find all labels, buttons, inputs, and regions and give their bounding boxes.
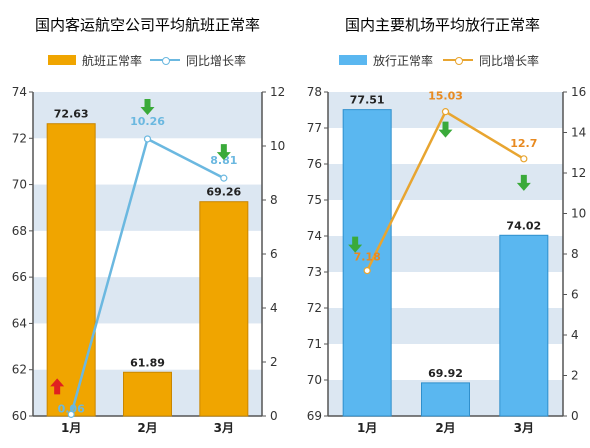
chart-title: 国内客运航空公司平均航班正常率 [34, 16, 260, 34]
left-tick-label: 71 [307, 337, 322, 351]
x-tick-label: 1月 [357, 421, 377, 435]
bar-value-label: 69.92 [428, 367, 463, 380]
line-value-label: 7.18 [354, 251, 381, 264]
legend-bar-label: 放行正常率 [373, 54, 434, 68]
line-point [441, 108, 450, 116]
left-tick-label: 77 [307, 121, 322, 135]
x-tick-label: 2月 [435, 421, 455, 435]
left-tick-label: 75 [307, 193, 322, 207]
line-value-label: 8.81 [210, 154, 237, 167]
line-point [520, 155, 528, 163]
legend-bar-swatch [48, 55, 76, 65]
legend-bar-label: 航班正常率 [82, 54, 143, 68]
left-tick-label: 72 [307, 301, 322, 315]
legend-line-label: 同比增长率 [186, 54, 247, 68]
x-tick-label: 3月 [514, 421, 534, 435]
right-tick-label: 4 [270, 301, 278, 315]
right-tick-label: 12 [571, 166, 586, 180]
bar [342, 109, 392, 417]
bar [123, 371, 172, 417]
right-tick-label: 0 [270, 409, 278, 423]
bar [199, 201, 249, 417]
legend-bar-swatch [339, 55, 367, 65]
trend-up-arrow-icon [50, 378, 65, 395]
left-tick-label: 66 [12, 270, 27, 284]
right-tick-label: 8 [270, 193, 278, 207]
left-tick-label: 76 [307, 157, 322, 171]
right-tick-label: 10 [571, 207, 586, 221]
left-tick-label: 68 [12, 224, 27, 238]
bar-value-label: 61.89 [130, 356, 165, 369]
chart-plot: 69 70 71 72 73 74 75 76 77 78 0 2 4 6 8 10 12 14 16 77.51 69… [307, 85, 587, 435]
line-point [363, 267, 371, 275]
x-tick-label: 3月 [214, 421, 234, 435]
chart-title: 国内主要机场平均放行正常率 [344, 16, 540, 34]
left-tick-label: 69 [307, 409, 322, 423]
trend-down-arrow-icon [140, 98, 155, 115]
bar [46, 123, 96, 417]
right-tick-label: 14 [571, 126, 586, 140]
chart-legend: 放行正常率 同比增长率 [295, 50, 590, 70]
left-tick-label: 72 [12, 131, 27, 145]
left-tick-label: 62 [12, 363, 27, 377]
right-tick-label: 4 [571, 328, 579, 342]
bar [499, 234, 549, 417]
right-tick-label: 16 [571, 85, 586, 99]
trend-down-arrow-icon [438, 121, 453, 138]
bar-value-label: 72.63 [54, 108, 89, 121]
chart-legend: 航班正常率 同比增长率 [0, 50, 295, 70]
left-tick-label: 73 [307, 265, 322, 279]
right-tick-label: 2 [270, 355, 278, 369]
trend-down-arrow-icon [516, 174, 531, 191]
line-value-label: 0.06 [58, 402, 85, 415]
right-tick-label: 6 [270, 247, 278, 261]
x-tick-label: 1月 [61, 421, 81, 435]
right-tick-label: 0 [571, 409, 579, 423]
right-tick-label: 2 [571, 369, 579, 383]
left-tick-label: 78 [307, 85, 322, 99]
right-tick-label: 6 [571, 288, 579, 302]
x-tick-label: 2月 [137, 421, 157, 435]
trend-down-arrow-icon [348, 236, 363, 253]
line-point [67, 410, 75, 418]
left-tick-label: 70 [307, 373, 322, 387]
right-tick-label: 10 [270, 139, 285, 153]
legend-line-marker [162, 57, 170, 65]
line-point [220, 174, 228, 182]
line-value-label: 12.7 [510, 137, 537, 150]
chart-plot: 606264666870727402468101272.6361.8969.26… [12, 85, 286, 435]
left-tick-label: 70 [12, 178, 27, 192]
left-tick-label: 74 [307, 229, 322, 243]
left-tick-label: 74 [12, 85, 27, 99]
left-tick-label: 64 [12, 316, 27, 330]
trend-down-arrow-icon [216, 144, 231, 161]
bar-value-label: 69.26 [206, 186, 241, 199]
line-value-label: 15.03 [428, 90, 463, 103]
flight-punctuality-chart: 国内客运航空公司平均航班正常率 航班正常率 同比增长率 60 62 64 66 68 70… [0, 16, 295, 435]
bar-value-label: 74.02 [506, 219, 541, 232]
line-point [143, 135, 152, 143]
airport-release-chart: 国内主要机场平均放行正常率 放行正常率 同比增长率 69 70 71 72 73 74 75… [295, 0, 590, 448]
bar-value-label: 77.51 [350, 94, 385, 107]
left-tick-label: 60 [12, 409, 27, 423]
legend-line-label: 同比增长率 [479, 54, 540, 68]
bar [421, 382, 470, 417]
legend-line-marker [455, 57, 463, 65]
right-tick-label: 12 [270, 85, 285, 99]
line-value-label: 10.26 [130, 115, 165, 128]
right-tick-label: 8 [571, 247, 579, 261]
